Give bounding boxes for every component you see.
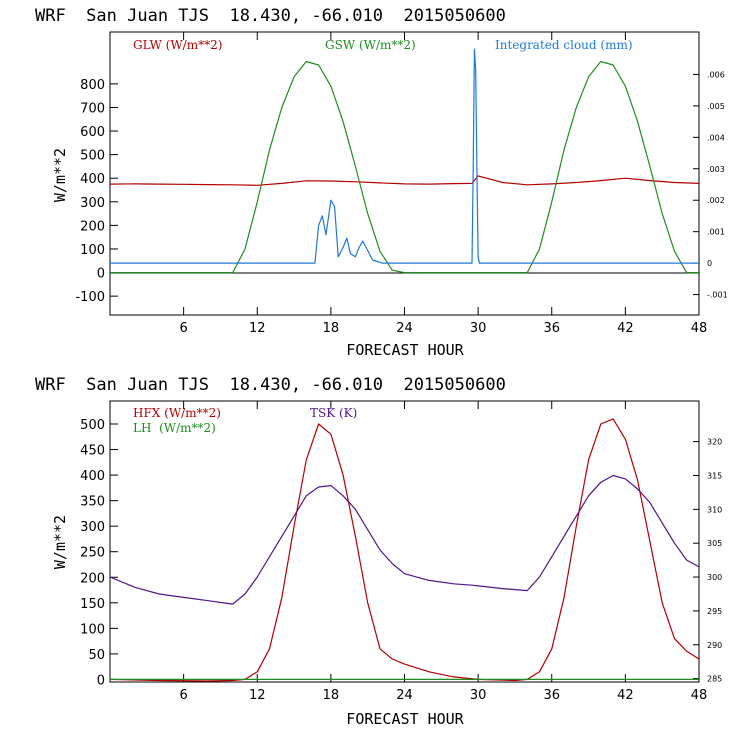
legend-hfx: HFX (W/m**2)	[133, 406, 221, 420]
legend-gsw: GSW (W/m**2)	[325, 38, 416, 52]
y-axis-label: W/m**2	[51, 148, 69, 202]
y2-tick-label: 310	[707, 505, 722, 514]
x-tick-label: 30	[470, 321, 487, 336]
y2-tick-label: -.001	[707, 291, 728, 300]
y-tick-label: 600	[80, 125, 105, 140]
x-tick-label: 36	[543, 688, 560, 703]
y2-tick-label: .006	[707, 70, 725, 79]
x-tick-label: 42	[617, 688, 634, 703]
y2-tick-label: 285	[707, 675, 722, 684]
x-tick-label: 24	[396, 321, 413, 336]
x-tick-label: 48	[691, 688, 708, 703]
y-tick-label: 800	[80, 78, 105, 93]
y2-tick-label: .004	[707, 133, 725, 142]
y2-tick-label: .003	[707, 165, 725, 174]
panel-title: WRF San Juan TJS 18.430, -66.010 2015050…	[35, 6, 506, 26]
y-tick-label: 100	[80, 243, 105, 258]
y-tick-label: 450	[80, 444, 105, 459]
y-tick-label: 400	[80, 469, 105, 484]
y-tick-label: 200	[80, 571, 105, 586]
y-tick-label: 300	[80, 520, 105, 535]
y-tick-label: 100	[80, 622, 105, 637]
x-tick-label: 42	[617, 321, 634, 336]
panel-title: WRF San Juan TJS 18.430, -66.010 2015050…	[35, 375, 506, 395]
y-axis: -100 0 100 200 300 400 500 600 700 800	[75, 78, 118, 305]
y-tick-label: 50	[88, 648, 105, 663]
x-axis-label: FORECAST HOUR	[346, 710, 464, 728]
legend-cloud: Integrated cloud (mm)	[495, 38, 633, 52]
series-integrated-cloud-line	[110, 48, 699, 264]
x-tick-label: 18	[323, 321, 340, 336]
x-tick-label: 36	[543, 321, 560, 336]
y-axis: 0 50 100 150 200 250 300 350 400 450 500	[80, 418, 118, 688]
y2-tick-label: 320	[707, 438, 722, 447]
y-tick-label: 150	[80, 597, 105, 612]
y-tick-label: 500	[80, 418, 105, 433]
legend-lh: LH (W/m**2)	[133, 421, 216, 435]
x-tick-label: 12	[249, 321, 266, 336]
y-tick-label: 0	[97, 267, 105, 282]
plot-frame	[109, 400, 700, 683]
x-axis-label: FORECAST HOUR	[346, 341, 464, 359]
y-tick-label: 500	[80, 149, 105, 164]
y2-tick-label: 290	[707, 641, 722, 650]
series-hfx-line	[109, 418, 700, 682]
x-tick-label: 6	[179, 321, 187, 336]
y2-tick-label: 300	[707, 573, 722, 582]
x-tick-label: 6	[179, 688, 187, 703]
y-axis-label: W/m**2	[51, 515, 69, 569]
y-tick-label: 200	[80, 219, 105, 234]
y2-tick-label: 0	[707, 259, 712, 268]
y2-tick-label: 305	[707, 539, 722, 548]
y-tick-label: 700	[80, 101, 105, 116]
series-gsw-line	[110, 60, 699, 274]
y-tick-label: -100	[75, 290, 105, 305]
y-tick-label: 350	[80, 495, 105, 510]
series-tsk-line	[109, 474, 700, 605]
cloud-radiation-panel: WRF San Juan TJS 18.430, -66.010 2015050…	[35, 6, 728, 359]
x-tick-label: 24	[396, 688, 413, 703]
y-tick-label: 250	[80, 546, 105, 561]
y-tick-label: 300	[80, 196, 105, 211]
y2-tick-label: .001	[707, 228, 725, 237]
right-y-axis: 285 290 295 300 305 310 315 320	[693, 438, 722, 684]
y2-tick-label: .005	[707, 102, 725, 111]
legend-tsk: TSK (K)	[310, 406, 357, 420]
x-tick-label: 18	[323, 688, 340, 703]
x-axis: 6 12 18 24 30 36 42 48	[179, 32, 707, 336]
x-axis: 6 12 18 24 30 36 42 48	[179, 401, 707, 703]
y2-tick-label: .002	[707, 196, 725, 205]
x-tick-label: 48	[691, 321, 708, 336]
series-lines	[109, 418, 700, 682]
y-tick-label: 0	[97, 673, 105, 688]
y2-tick-label: 295	[707, 607, 722, 616]
series-glw-line	[109, 175, 700, 186]
x-tick-label: 30	[470, 688, 487, 703]
y-tick-label: 400	[80, 172, 105, 187]
x-tick-label: 12	[249, 688, 266, 703]
right-y-axis: -.001 0 .001 .002 .003 .004 .005 .006	[693, 70, 728, 300]
series-lines	[109, 48, 700, 274]
y2-tick-label: 315	[707, 471, 722, 480]
heat-flux-panel: WRF San Juan TJS 18.430, -66.010 2015050…	[35, 375, 722, 728]
legend-glw: GLW (W/m**2)	[133, 38, 222, 52]
